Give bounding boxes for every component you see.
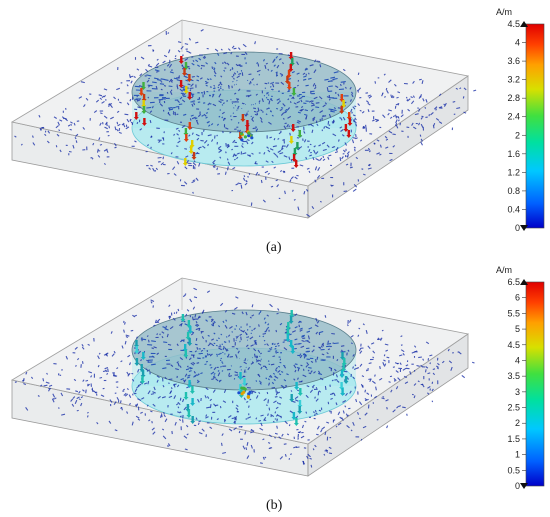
colorbar-tick-label: 3.5: [507, 371, 520, 381]
colorbar-tick-label: 6: [515, 293, 520, 303]
colorbar-tick-label: 2.4: [507, 112, 520, 122]
colorbar-tick-label: 1.5: [507, 434, 520, 444]
current-column-3: [339, 94, 353, 138]
colorbar-tick-label: 1.2: [507, 167, 520, 177]
colorbar: [525, 23, 545, 229]
field-plot-b: A/m 6.5 6 5.5 5 4.5 4 3.5 3 2.5 2 1.5 1 0.5 0: [10, 265, 545, 491]
field-arrows: [14, 29, 477, 217]
current-column-0: [134, 340, 146, 384]
current-column-2: [284, 52, 297, 96]
colorbar-tick-label: 5.5: [507, 308, 520, 318]
colorbar-tick-label: 2.8: [507, 93, 520, 103]
disk-top: [131, 51, 357, 133]
colorbar-tick-label: 2: [515, 130, 520, 140]
current-column-0: [133, 82, 147, 126]
colorbar-tick-label: 3.2: [507, 75, 520, 85]
colorbar-max-arrow: [520, 279, 528, 285]
current-column-5: [288, 124, 303, 168]
colorbar-min-arrow: [520, 483, 528, 489]
center-cluster: [239, 130, 254, 142]
current-column-4: [182, 122, 197, 166]
current-column-1: [180, 314, 193, 358]
colorbar-unit: A/m: [496, 7, 512, 17]
current-column-1: [178, 56, 193, 100]
colorbar-tick-label: 4.5: [507, 340, 520, 350]
colorbar-tick-label: 2.5: [507, 403, 520, 413]
colorbar-tick-label: 4: [515, 355, 520, 365]
colorbar-tick-label: 0.8: [507, 186, 520, 196]
colorbar-tick-label: 0.4: [507, 204, 520, 214]
colorbar-tick-label: 3.6: [507, 56, 520, 66]
field-plot-a: A/m 4.5 4 3.6 3.2 2.8 2.4 2 1.6 1.2 0.8 0.4 0: [10, 7, 545, 233]
colorbar-tick-label: 4: [515, 38, 520, 48]
colorbar-tick-label: 1.6: [507, 149, 520, 159]
colorbar-unit: A/m: [496, 265, 512, 275]
colorbar-tick-label: 1: [515, 450, 520, 460]
colorbar-tick-label: 5: [515, 324, 520, 334]
colorbar-tick-label: 0.5: [507, 465, 520, 475]
current-column-2: [285, 310, 296, 354]
panel-b: A/m 6.5 6 5.5 5 4.5 4 3.5 3 2.5 2 1.5 1 0.5 0 (b): [0, 258, 550, 517]
center-cluster: [237, 386, 252, 399]
current-column-5: [289, 382, 303, 426]
colorbar-tick-label: 6.5: [507, 277, 520, 287]
colorbar: [525, 281, 545, 487]
colorbar-tick-label: 2: [515, 418, 520, 428]
colorbar-tick-label: 3: [515, 387, 520, 397]
current-column-4: [183, 380, 196, 424]
caption-b: (b): [266, 498, 283, 513]
colorbar-tick-label: 0: [515, 223, 520, 233]
colorbar-max-arrow: [520, 21, 528, 27]
current-column-3: [339, 352, 349, 396]
colorbar-tick-label: 0: [515, 481, 520, 491]
panel-a: A/m 4.5 4 3.6 3.2 2.8 2.4 2 1.6 1.2 0.8 0.4 0 (a): [10, 7, 545, 255]
caption-a: (a): [266, 240, 282, 255]
colorbar-min-arrow: [520, 225, 528, 231]
colorbar-tick-label: 4.5: [507, 19, 520, 29]
